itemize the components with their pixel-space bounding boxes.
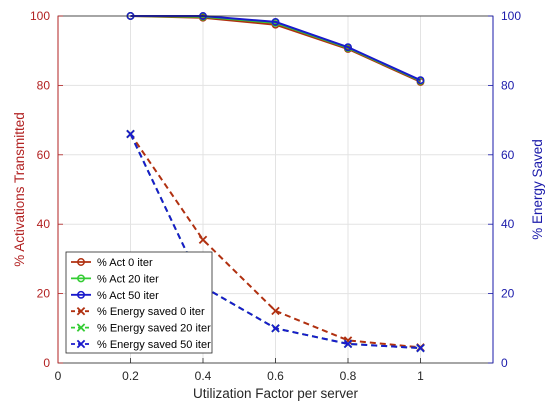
legend-label: % Act 20 iter (97, 273, 159, 285)
y-left-tick-label: 60 (37, 148, 51, 162)
y-left-tick-label: 20 (37, 287, 51, 301)
legend-item: % Act 20 iter (71, 273, 159, 285)
x-tick-label: 0.2 (122, 369, 139, 383)
legend-marker (76, 323, 86, 332)
y-right-tick-label: 60 (501, 148, 515, 162)
legend-label: % Energy saved 20 iter (97, 323, 211, 335)
x-tick-label: 1 (417, 369, 424, 383)
y-left-tick-label: 40 (37, 217, 51, 231)
legend-marker (76, 339, 86, 349)
y-left-tick-label: 0 (43, 356, 50, 370)
legend-item: % Energy saved 0 iter (71, 306, 205, 318)
legend-item: % Act 0 iter (71, 257, 153, 269)
x-tick-label: 0.8 (340, 369, 357, 383)
data-point (271, 324, 280, 333)
data-point (126, 129, 135, 139)
x-tick-label: 0.6 (267, 369, 284, 383)
x-axis-title: Utilization Factor per server (193, 386, 359, 401)
legend-marker (77, 290, 85, 299)
data-point (271, 306, 280, 316)
y-right-tick-label: 40 (501, 217, 515, 231)
legend-item: % Energy saved 20 iter (71, 323, 211, 335)
data-point (344, 43, 352, 52)
y-right-tick-label: 20 (501, 287, 515, 301)
data-point (416, 76, 425, 85)
legend-label: % Energy saved 0 iter (97, 306, 205, 318)
legend-label: % Act 0 iter (97, 257, 153, 269)
y-right-tick-label: 80 (501, 78, 515, 92)
legend-label: % Energy saved 50 iter (97, 339, 211, 351)
ticks: 0 0.2 0.4 0.6 0.8 1 0 20 40 60 80 100 0 20 40 60 80 100 (30, 9, 521, 383)
data-point (271, 17, 280, 26)
y-right-tick-label: 100 (501, 9, 521, 23)
y-right-tick-label: 0 (501, 356, 508, 370)
series-line (129, 133, 421, 349)
x-tick-label: 0.4 (195, 369, 212, 383)
legend-item: % Act 50 iter (71, 290, 159, 302)
y-left-tick-label: 100 (30, 9, 50, 23)
y-left-axis-title: % Activations Transmitted (12, 112, 27, 267)
data-point (343, 339, 353, 349)
legend-marker (76, 306, 86, 316)
y-left-tick-label: 80 (37, 78, 51, 92)
legend-box (65, 251, 213, 354)
data-point (198, 235, 208, 245)
legend-item: % Energy saved 50 iter (71, 339, 211, 351)
data-point (416, 343, 425, 353)
legend-marker (77, 274, 85, 283)
legend-marker (77, 258, 85, 266)
legend-label: % Act 50 iter (97, 290, 159, 302)
x-tick-label: 0 (55, 369, 62, 383)
y-right-axis-title: % Energy Saved (530, 139, 545, 240)
legend: % Act 0 iter % Act 20 iter % Act 50 iter % … (65, 251, 213, 354)
